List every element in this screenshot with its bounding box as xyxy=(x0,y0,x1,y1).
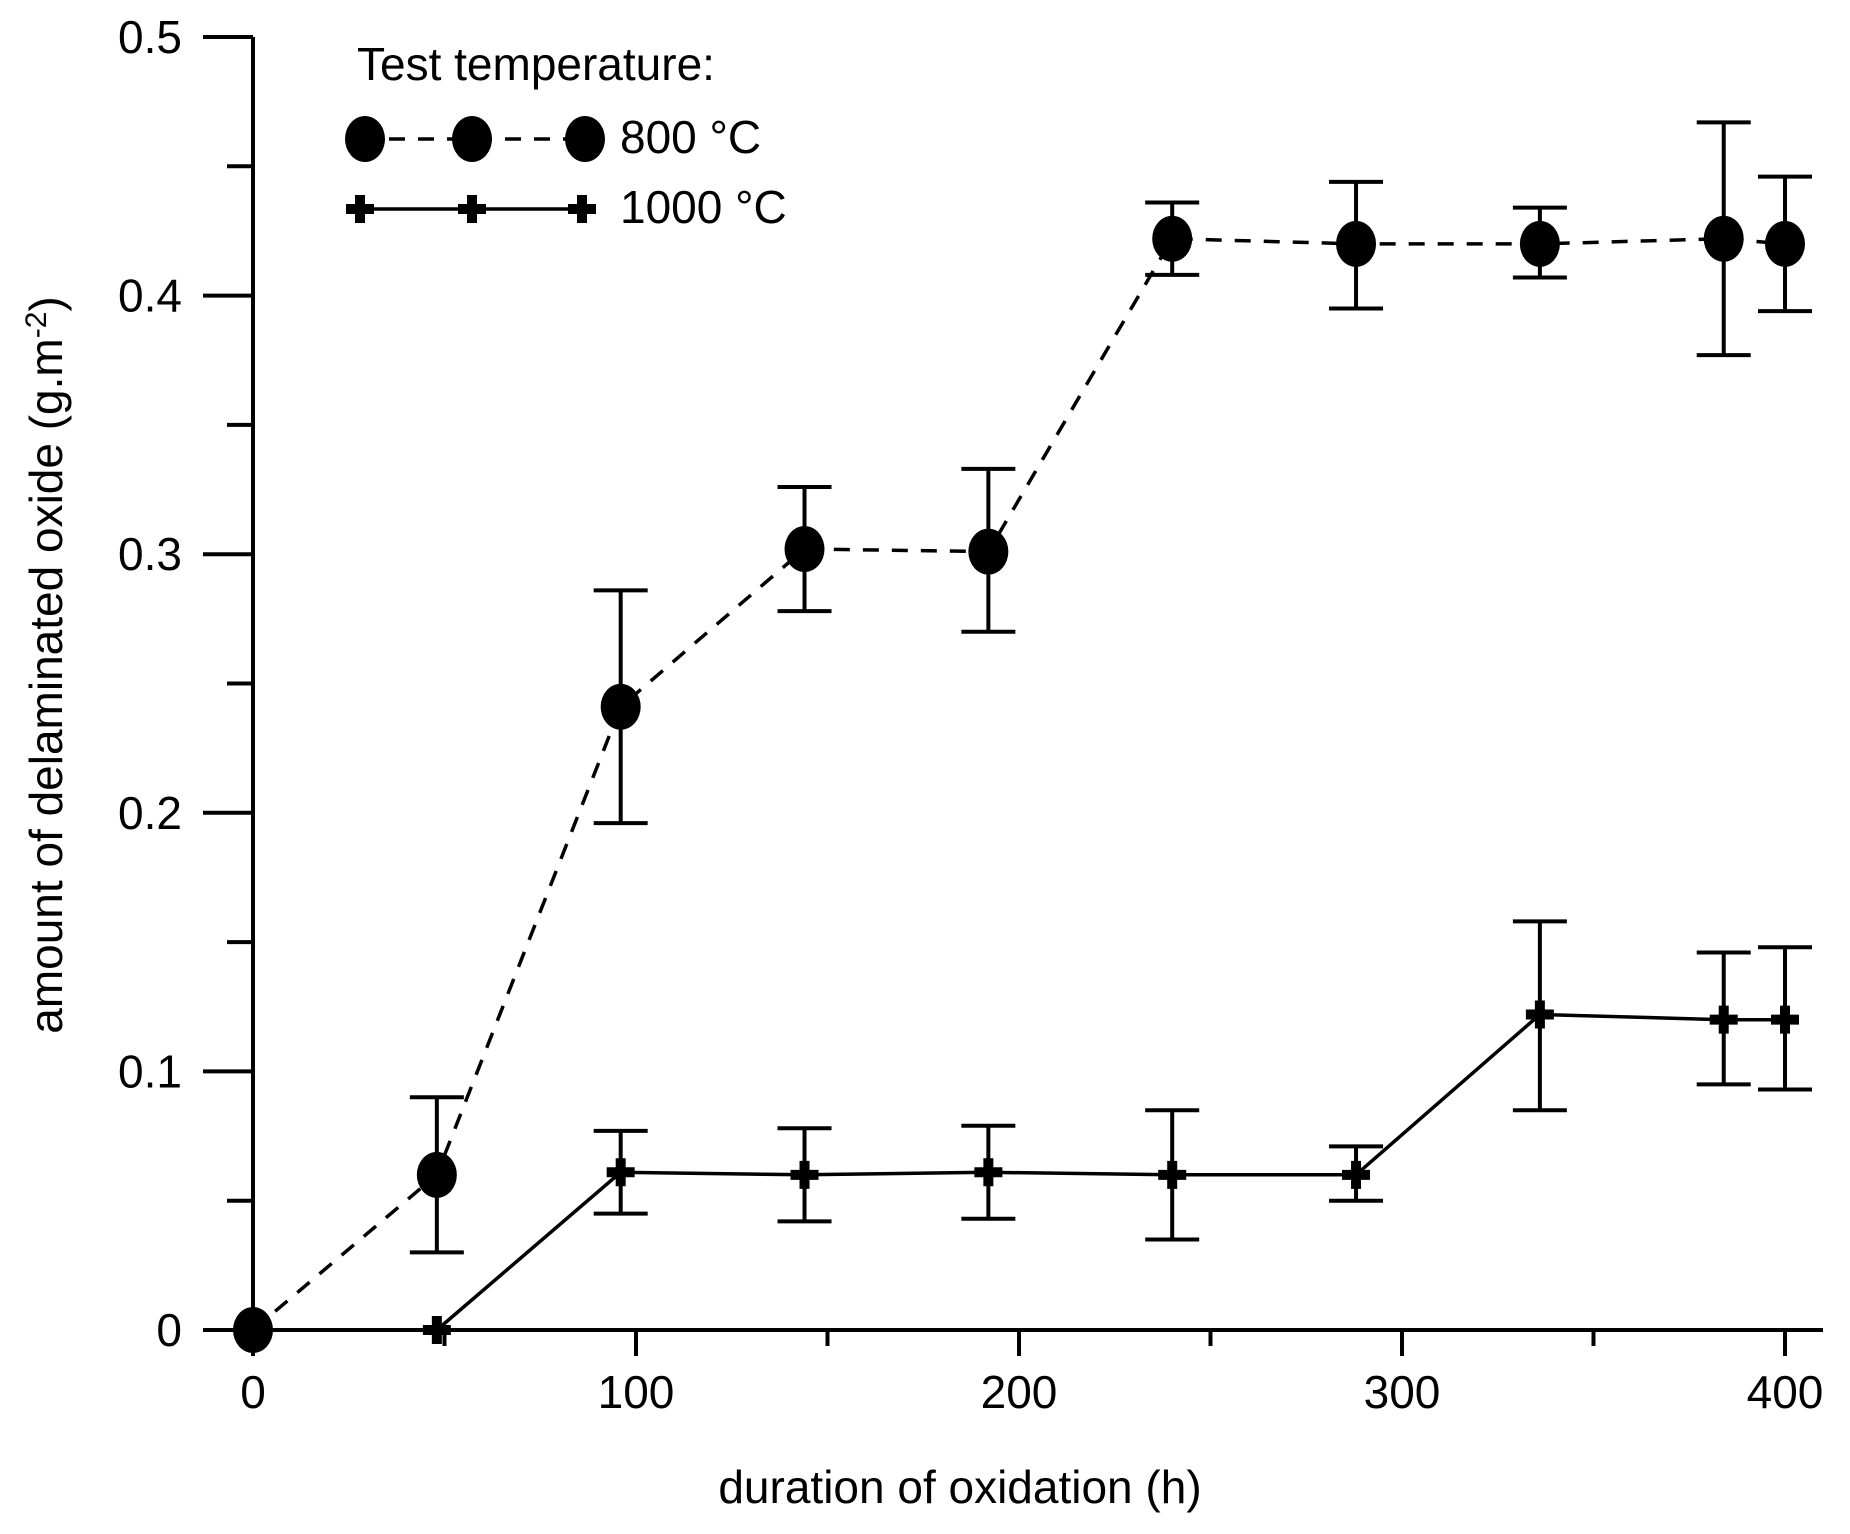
series-800c xyxy=(233,120,1812,1353)
legend-entry-800 xyxy=(345,116,605,162)
y-tick-label: 0.3 xyxy=(118,528,182,580)
legend-entry-1000 xyxy=(346,195,596,223)
data-point xyxy=(968,528,1009,575)
y-axis-title: amount of delaminated oxide (g.m-2) xyxy=(20,296,72,1034)
data-point xyxy=(784,526,825,573)
data-point xyxy=(1709,1005,1738,1034)
data-point xyxy=(233,1307,273,1353)
x-tick-label: 100 xyxy=(598,1366,675,1418)
legend-marker-800 xyxy=(345,116,385,162)
x-tick-label: 200 xyxy=(981,1366,1058,1418)
y-tick-label: 0.2 xyxy=(118,787,182,839)
data-point xyxy=(1152,215,1193,262)
series-line-800c xyxy=(251,236,1786,1332)
x-axis-title: duration of oxidation (h) xyxy=(718,1461,1201,1513)
y-tick-label: 0.1 xyxy=(118,1045,182,1097)
y-tick-label: 0.4 xyxy=(118,270,182,322)
plot-area xyxy=(233,120,1812,1353)
y-tick-label: 0.5 xyxy=(118,11,182,63)
data-point xyxy=(974,1158,1003,1187)
x-tick-label: 400 xyxy=(1747,1366,1824,1418)
series-line-1000c xyxy=(435,1012,1785,1332)
data-point xyxy=(1525,1000,1554,1029)
series-1000c xyxy=(422,919,1812,1344)
legend-marker-1000 xyxy=(346,195,374,223)
y-axis-title-close: ) xyxy=(20,296,72,311)
data-point xyxy=(600,683,641,730)
legend: Test temperature: 800 °C 1000 °C xyxy=(345,38,787,233)
x-tick-label: 0 xyxy=(240,1366,266,1418)
legend-marker-1000 xyxy=(458,195,486,223)
data-point xyxy=(1771,1005,1799,1034)
data-point xyxy=(1765,220,1805,267)
legend-label-1000: 1000 °C xyxy=(620,181,787,233)
data-point xyxy=(606,1158,635,1187)
x-tick-label: 300 xyxy=(1364,1366,1441,1418)
data-point xyxy=(790,1160,819,1189)
data-point xyxy=(1158,1160,1187,1189)
y-tick-label: 0 xyxy=(156,1304,182,1356)
legend-marker-800 xyxy=(565,116,605,162)
data-point xyxy=(416,1151,457,1198)
data-point xyxy=(1519,220,1560,267)
data-point xyxy=(422,1316,451,1344)
data-point xyxy=(1342,1160,1371,1189)
y-axis-title-main: amount of delaminated oxide (g.m xyxy=(20,338,72,1034)
legend-marker-1000 xyxy=(568,195,596,223)
legend-title: Test temperature: xyxy=(357,38,715,90)
legend-marker-800 xyxy=(452,116,492,162)
y-axis-title-group: amount of delaminated oxide (g.m-2) xyxy=(20,296,72,1034)
axis-tick-labels: 0 100 200 300 400 0 0.1 0.2 0.3 0.4 0.5 xyxy=(118,11,1823,1418)
y-axis-title-superscript: -2 xyxy=(20,312,53,339)
legend-label-800: 800 °C xyxy=(620,111,761,163)
data-point xyxy=(1703,215,1744,262)
data-point xyxy=(1336,220,1377,267)
axes xyxy=(251,37,1823,1332)
